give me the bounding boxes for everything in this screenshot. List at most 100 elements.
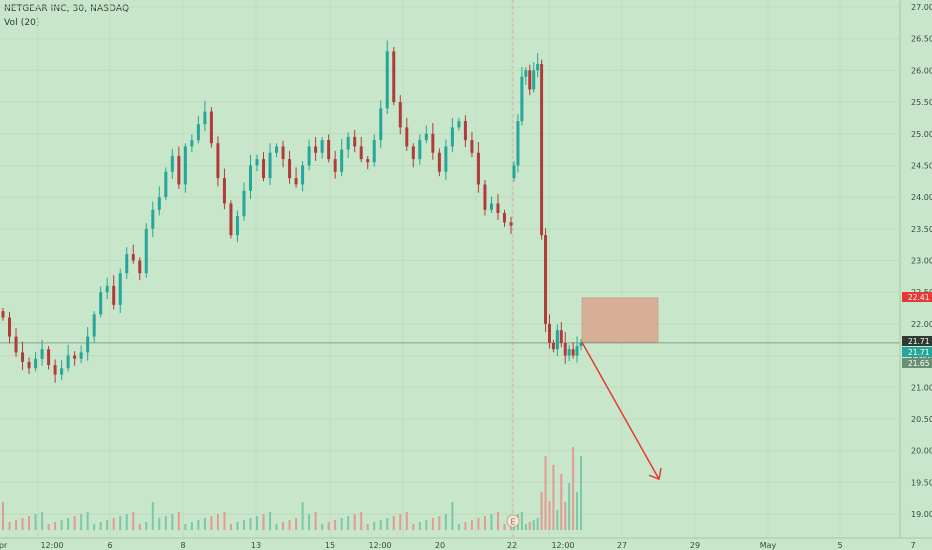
volume-bar — [86, 512, 89, 530]
volume-bar — [158, 518, 161, 530]
volume-bar — [528, 522, 531, 530]
candle-body — [53, 365, 57, 375]
candle-body — [177, 155, 181, 185]
volume-bar — [572, 447, 575, 530]
candle-body — [112, 285, 116, 305]
candle-body — [190, 140, 194, 147]
volume-bar — [295, 518, 298, 530]
volume-bar — [288, 520, 291, 530]
candle-body — [34, 358, 38, 369]
volume-indicator-label: Vol (20) — [4, 18, 40, 28]
volume-bar — [301, 502, 304, 530]
y-tick-label: 19.50 — [911, 478, 932, 487]
volume-bar — [28, 516, 31, 530]
volume-bar — [67, 518, 70, 530]
y-tick-label: 20.00 — [911, 447, 932, 456]
volume-bar — [520, 512, 523, 530]
candle-body — [164, 171, 168, 198]
volume-bar — [112, 518, 115, 530]
y-tick-label: 25.50 — [911, 98, 932, 107]
y-tick-label: 22.00 — [911, 320, 932, 329]
volume-bar — [560, 474, 563, 530]
y-tick-label: 23.50 — [911, 225, 932, 234]
volume-bar — [164, 516, 167, 530]
candle-body — [86, 336, 90, 353]
candle-body — [444, 146, 448, 172]
candle-body — [125, 254, 129, 274]
volume-bar — [366, 524, 369, 530]
candle-body — [242, 190, 246, 217]
candle-body — [281, 146, 285, 160]
volume-bar — [262, 514, 265, 530]
candle-body — [255, 159, 259, 166]
volume-bar — [438, 516, 441, 530]
volume-bar — [418, 522, 421, 530]
candle-body — [327, 140, 331, 160]
volume-bar — [568, 483, 571, 530]
volume-bar — [47, 524, 50, 530]
x-tick-label: pr — [0, 541, 8, 550]
volume-bar — [540, 492, 543, 530]
volume-bar — [444, 514, 447, 530]
price-label: 21.71 — [902, 347, 932, 357]
volume-bar — [477, 518, 480, 530]
y-tick-label: 26.50 — [911, 35, 932, 44]
candle-body — [555, 330, 559, 350]
volume-bar — [580, 456, 582, 530]
downtrend-arrow-head — [648, 468, 662, 481]
candle-body — [509, 222, 513, 226]
candle-body — [547, 323, 551, 343]
x-tick-label: 12:00 — [368, 541, 391, 550]
candle-body — [516, 121, 520, 166]
volume-bar — [353, 514, 356, 530]
x-tick-label: 8 — [180, 541, 185, 550]
candle-body — [92, 314, 96, 337]
volume-bar — [80, 514, 83, 530]
candle-body — [540, 64, 544, 236]
y-tick-label: 21.00 — [911, 383, 932, 392]
candle-body — [170, 155, 174, 172]
price-label-text: 21.71 — [908, 348, 930, 357]
volume-bar — [125, 514, 128, 530]
volume-bar — [242, 520, 245, 530]
volume-bar — [334, 520, 337, 530]
volume-bar — [21, 518, 24, 530]
candle-body — [418, 140, 422, 160]
volume-bar — [576, 492, 579, 530]
candle-body — [118, 273, 122, 305]
volume-bar — [379, 520, 382, 530]
volume-bar — [99, 522, 102, 530]
candle-body — [379, 108, 383, 141]
x-tick-label: 20 — [435, 541, 445, 550]
volume-bar — [132, 512, 135, 530]
volume-bar — [73, 516, 76, 530]
price-label-text: 21.71 — [908, 337, 930, 346]
candle-body — [105, 285, 109, 293]
candle-body — [567, 349, 571, 356]
candle-body — [151, 209, 155, 229]
candle-body — [203, 111, 207, 125]
volume-bar — [138, 524, 141, 530]
volume-bar — [503, 524, 506, 530]
x-tick-label: 6 — [107, 541, 112, 550]
volume-bar — [340, 518, 343, 530]
volume-bar — [184, 524, 187, 530]
candle-body — [437, 152, 441, 172]
candle-body — [138, 260, 142, 274]
candle-body — [575, 346, 579, 356]
volume-bar — [548, 501, 551, 530]
candle-body — [346, 136, 350, 150]
volume-bar — [556, 510, 559, 530]
candle-body — [131, 254, 135, 261]
volume-bar — [451, 502, 454, 530]
candle-body — [14, 336, 18, 353]
volume-bar — [308, 514, 311, 530]
candle-body — [248, 165, 252, 191]
volume-bar — [249, 518, 252, 530]
candle-body — [307, 146, 311, 166]
volume-bar — [386, 518, 389, 530]
candle-body — [183, 146, 187, 185]
x-tick-label: 27 — [617, 541, 627, 550]
candle-body — [216, 143, 220, 179]
